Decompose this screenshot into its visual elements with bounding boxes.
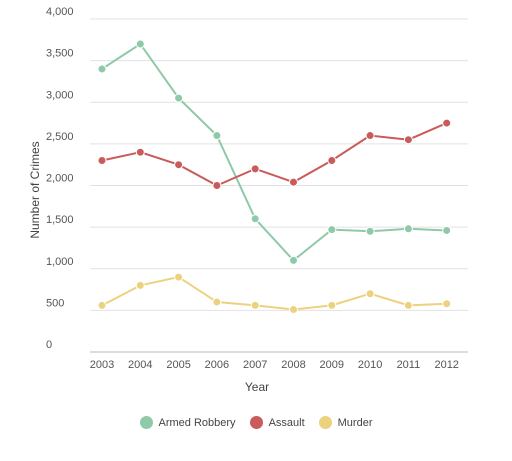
data-point (365, 131, 375, 141)
series-line (101, 122, 448, 187)
x-tick-label: 2008 (281, 359, 305, 371)
legend-item: Murder (318, 416, 373, 429)
data-point (403, 224, 413, 234)
data-point (135, 39, 145, 49)
data-point (212, 181, 222, 190)
grid-lines (90, 18, 468, 353)
data-point (289, 305, 298, 315)
data-point (442, 299, 452, 309)
x-axis-ticks: 2003 2004 2005 2006 2007 2008 2009 2010 2011 2012 (90, 359, 459, 371)
x-tick-label: 2010 (358, 359, 382, 371)
legend-item: Assault (249, 416, 305, 429)
legend: Armed Robbery Assault Murder (0, 416, 512, 429)
series-armed-robbery (97, 39, 452, 265)
data-point (212, 297, 222, 307)
y-tick-label: 2,500 (46, 131, 74, 143)
x-tick-label: 2011 (397, 359, 421, 371)
y-tick-label: 1,000 (46, 256, 74, 268)
data-point (365, 289, 375, 299)
data-point (403, 300, 413, 310)
data-point (97, 300, 107, 310)
data-point (250, 214, 260, 224)
y-tick-label: 500 (46, 297, 64, 309)
legend-label: Murder (337, 416, 373, 429)
data-point (327, 300, 337, 310)
data-point (365, 226, 375, 236)
series-murder (97, 272, 452, 315)
data-point (289, 177, 298, 187)
data-point (97, 64, 107, 74)
y-tick-label: 2,000 (46, 173, 74, 185)
series-line (101, 276, 447, 311)
data-point (174, 272, 184, 282)
x-tick-label: 2004 (128, 359, 152, 371)
x-tick-label: 2009 (320, 359, 344, 371)
data-point (403, 135, 413, 145)
data-point (442, 118, 452, 128)
data-point (174, 160, 184, 170)
data-point (250, 164, 260, 174)
series-line (101, 42, 447, 262)
y-tick-label: 3,500 (46, 48, 74, 60)
x-tick-label: 2005 (166, 359, 190, 371)
series-group (97, 39, 452, 315)
y-tick-label: 3,000 (46, 89, 74, 101)
data-point (135, 280, 145, 290)
data-point (174, 93, 184, 103)
data-point (97, 156, 107, 166)
legend-item: Armed Robbery (139, 416, 236, 429)
y-tick-label: 4,000 (46, 6, 74, 18)
data-point (212, 131, 222, 141)
x-tick-label: 2003 (90, 359, 114, 371)
data-point (442, 225, 452, 235)
x-axis-title: Year (245, 380, 269, 394)
data-point (327, 156, 337, 166)
data-point (250, 300, 260, 310)
legend-marker (318, 416, 332, 429)
y-tick-label: 1,500 (46, 214, 74, 226)
y-axis-title: Number of Crimes (28, 141, 42, 238)
y-axis-ticks: 0 500 1,000 1,500 2,000 2,500 3,000 3,500 4,000 (46, 6, 74, 351)
legend-marker (139, 416, 153, 429)
data-point (327, 225, 337, 235)
legend-marker (249, 416, 263, 429)
legend-label: Assault (268, 416, 305, 429)
y-tick-label: 0 (46, 339, 52, 351)
x-tick-label: 2006 (205, 359, 229, 371)
legend-label: Armed Robbery (158, 416, 236, 429)
x-tick-label: 2012 (434, 359, 458, 371)
data-point (289, 255, 298, 265)
x-tick-label: 2007 (243, 359, 267, 371)
data-point (135, 147, 145, 157)
series-assault (97, 118, 452, 190)
